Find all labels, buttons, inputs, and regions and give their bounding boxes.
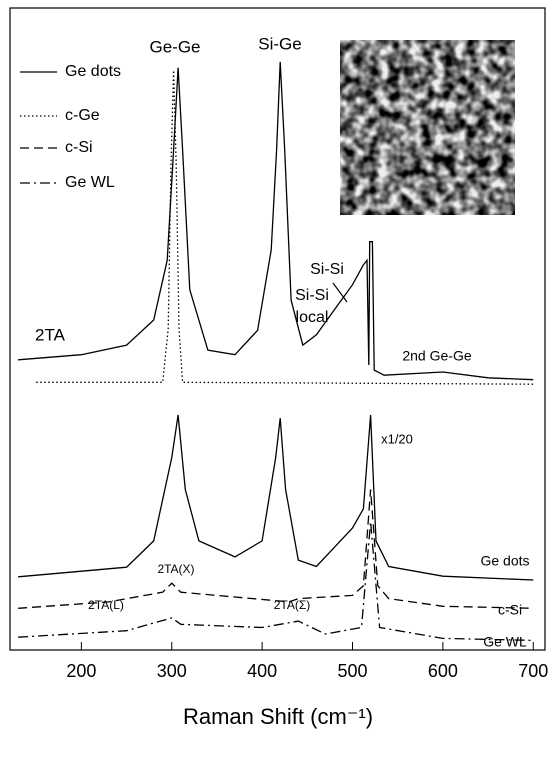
curve-label: c-Si	[498, 602, 522, 618]
annotation: 2TA	[35, 325, 66, 344]
annotation: 2TA(L)	[88, 598, 124, 612]
annotation: Si-Ge	[258, 34, 301, 53]
annotation: local	[296, 309, 329, 326]
x-tick-label: 700	[518, 661, 548, 681]
annotation: Si-Si	[310, 261, 344, 278]
annotation: x1/20	[381, 431, 413, 446]
series-line	[18, 490, 533, 609]
x-tick-label: 400	[247, 661, 277, 681]
x-tick-label: 200	[66, 661, 96, 681]
annotation: 2TA(Σ)	[274, 598, 311, 612]
series-line	[18, 415, 533, 580]
legend-label: c-Ge	[65, 107, 100, 124]
annotation-arrow	[333, 283, 347, 302]
annotation: Si-Si	[295, 287, 329, 304]
annotation: Ge-Ge	[149, 37, 200, 56]
curve-label: Ge dots	[480, 553, 529, 569]
chart: Raman Shift (cm⁻¹) 200 300 400 500 600 700 Ge …	[0, 0, 558, 753]
x-tick-label: 300	[157, 661, 187, 681]
legend-label: Ge WL	[65, 174, 115, 191]
annotation: 2TA(X)	[157, 562, 194, 576]
x-tick-label: 500	[337, 661, 367, 681]
x-tick-label: 600	[428, 661, 458, 681]
curve-label: Ge WL	[483, 634, 527, 650]
annotation: 2nd Ge-Ge	[402, 348, 471, 364]
inset-image	[340, 40, 515, 215]
x-axis-label: Raman Shift (cm⁻¹)	[183, 704, 373, 729]
legend-label: c-Si	[65, 139, 93, 156]
legend-label: Ge dots	[65, 63, 121, 80]
series-line	[18, 522, 533, 641]
